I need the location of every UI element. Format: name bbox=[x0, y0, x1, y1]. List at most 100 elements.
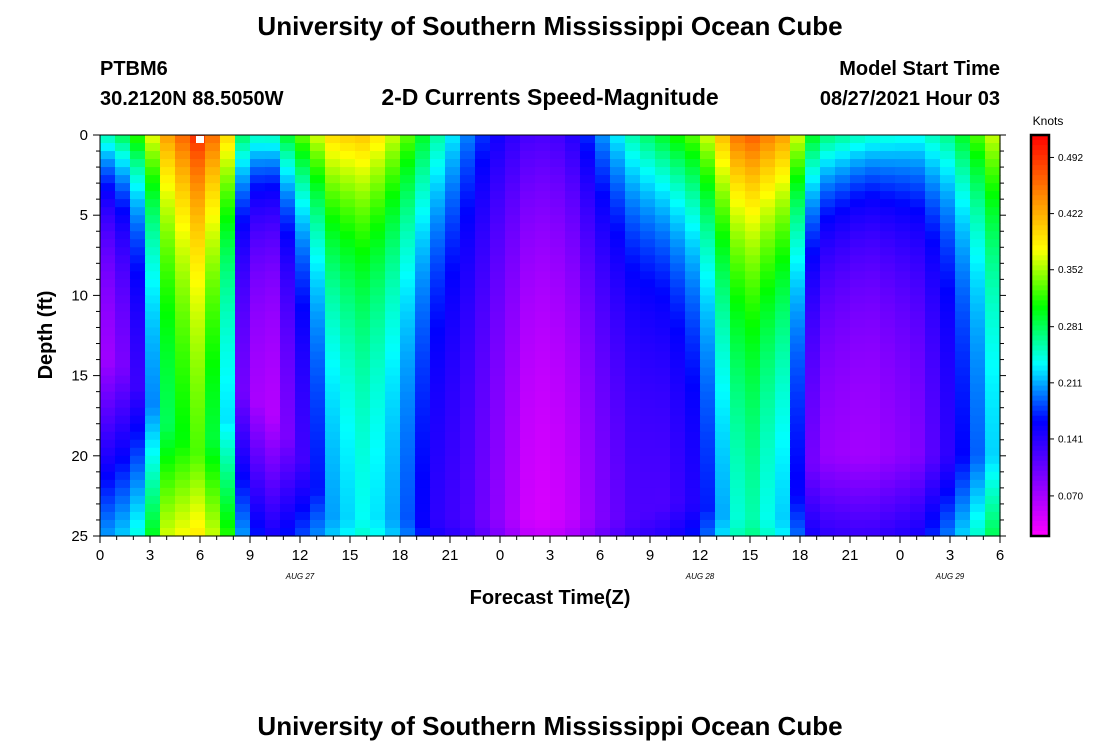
heatmap-cell bbox=[235, 135, 251, 144]
heatmap-cell bbox=[715, 135, 731, 144]
heatmap-cell bbox=[355, 279, 371, 288]
heatmap-cell bbox=[925, 527, 941, 537]
heatmap-cell bbox=[565, 319, 581, 329]
heatmap-cell bbox=[910, 423, 926, 433]
heatmap-cell bbox=[610, 247, 626, 256]
heatmap-cell bbox=[385, 175, 401, 184]
heatmap-cell bbox=[595, 415, 611, 425]
heatmap-cell bbox=[430, 311, 446, 321]
heatmap-cell bbox=[520, 239, 536, 248]
heatmap-cell bbox=[115, 351, 131, 361]
heatmap-cell bbox=[415, 519, 431, 529]
heatmap-cell bbox=[640, 351, 656, 361]
heatmap-cell bbox=[805, 527, 821, 537]
heatmap-cell bbox=[625, 271, 641, 280]
heatmap-cell bbox=[370, 303, 386, 313]
heatmap-cell bbox=[250, 231, 266, 240]
heatmap-cell bbox=[820, 199, 836, 208]
heatmap-cell bbox=[910, 143, 926, 152]
heatmap-cell bbox=[955, 175, 971, 184]
heatmap-cell bbox=[835, 319, 851, 329]
heatmap-cell bbox=[460, 175, 476, 184]
heatmap-cell bbox=[385, 335, 401, 345]
heatmap-cell bbox=[580, 183, 596, 192]
heatmap-cell bbox=[100, 247, 116, 256]
heatmap-cell bbox=[205, 407, 221, 417]
heatmap-cell bbox=[685, 335, 701, 345]
heatmap-cell bbox=[595, 479, 611, 489]
heatmap-cell bbox=[655, 199, 671, 208]
heatmap-cell bbox=[415, 279, 431, 288]
heatmap-cell bbox=[535, 295, 551, 305]
heatmap-cell bbox=[805, 199, 821, 208]
heatmap-cell bbox=[115, 263, 131, 272]
heatmap-cell bbox=[625, 135, 641, 144]
heatmap-cell bbox=[775, 207, 791, 216]
heatmap-cell bbox=[595, 319, 611, 329]
heatmap-cell bbox=[820, 287, 836, 296]
heatmap-cell bbox=[415, 199, 431, 208]
heatmap-cell bbox=[535, 343, 551, 353]
heatmap-cell bbox=[385, 279, 401, 288]
heatmap-cell bbox=[910, 255, 926, 264]
heatmap-cell bbox=[355, 167, 371, 176]
heatmap-cell bbox=[235, 191, 251, 200]
heatmap-cell bbox=[745, 135, 761, 144]
heatmap-cell bbox=[970, 215, 986, 224]
heatmap-cell bbox=[595, 367, 611, 377]
heatmap-cell bbox=[385, 519, 401, 529]
heatmap-cell bbox=[685, 375, 701, 385]
heatmap-cell bbox=[265, 215, 281, 224]
heatmap-cell bbox=[130, 415, 146, 425]
heatmap-cell bbox=[310, 519, 326, 529]
heatmap-cell bbox=[115, 415, 131, 425]
heatmap-cell bbox=[445, 327, 461, 337]
heatmap-cell bbox=[505, 319, 521, 329]
heatmap-cell bbox=[430, 463, 446, 473]
heatmap-cell bbox=[355, 327, 371, 337]
heatmap-cell bbox=[550, 191, 566, 200]
heatmap-cell bbox=[880, 519, 896, 529]
heatmap-cell bbox=[790, 415, 806, 425]
heatmap-cell bbox=[970, 223, 986, 232]
heatmap-cell bbox=[880, 191, 896, 200]
heatmap-cell bbox=[715, 343, 731, 353]
heatmap-cell bbox=[700, 495, 716, 505]
heatmap-cell bbox=[940, 503, 956, 513]
heatmap-cell bbox=[520, 303, 536, 313]
heatmap-cell bbox=[820, 167, 836, 176]
heatmap-cell bbox=[295, 295, 311, 305]
heatmap-cell bbox=[325, 239, 341, 248]
heatmap-cell bbox=[895, 511, 911, 521]
heatmap-cell bbox=[985, 327, 1001, 337]
heatmap-cell bbox=[340, 159, 356, 168]
heatmap-cell bbox=[370, 255, 386, 264]
heatmap-cell bbox=[685, 239, 701, 248]
heatmap-cell bbox=[640, 263, 656, 272]
heatmap-cell bbox=[265, 239, 281, 248]
heatmap-cell bbox=[640, 391, 656, 401]
heatmap-cell bbox=[625, 399, 641, 409]
heatmap-cell bbox=[880, 151, 896, 160]
heatmap-cell bbox=[340, 351, 356, 361]
heatmap-cell bbox=[850, 159, 866, 168]
heatmap-cell bbox=[130, 303, 146, 313]
heatmap-cell bbox=[475, 367, 491, 377]
heatmap-cell bbox=[880, 279, 896, 288]
heatmap-cell bbox=[760, 407, 776, 417]
heatmap-cell bbox=[460, 407, 476, 417]
heatmap-cell bbox=[385, 415, 401, 425]
heatmap-cell bbox=[160, 495, 176, 505]
heatmap-cell bbox=[685, 463, 701, 473]
heatmap-cell bbox=[460, 487, 476, 497]
heatmap-cell bbox=[565, 431, 581, 441]
heatmap-cell bbox=[790, 159, 806, 168]
heatmap-cell bbox=[715, 247, 731, 256]
heatmap-cell bbox=[550, 495, 566, 505]
heatmap-cell bbox=[250, 327, 266, 337]
heatmap-cell bbox=[280, 487, 296, 497]
heatmap-cell bbox=[655, 223, 671, 232]
heatmap-cell bbox=[115, 151, 131, 160]
heatmap-cell bbox=[505, 279, 521, 288]
